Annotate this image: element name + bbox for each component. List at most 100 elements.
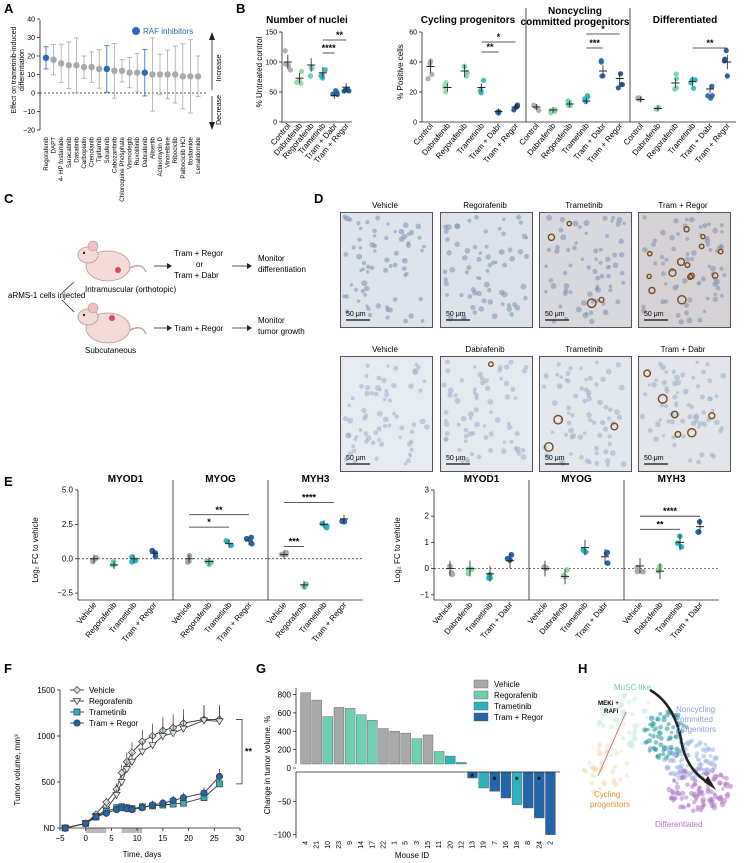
tx1-line3: Tram + Dabr	[174, 271, 219, 280]
nucleus	[441, 382, 447, 388]
stained-cell	[598, 296, 605, 303]
a-drug-label: Regorafenib	[43, 136, 50, 170]
f-sig: **	[245, 747, 253, 757]
h-cell-point	[671, 799, 676, 803]
panel-h-umap	[581, 688, 733, 814]
e-point	[656, 566, 663, 572]
nucleus	[356, 221, 361, 226]
f-legend-marker	[73, 686, 81, 694]
nucleus	[689, 216, 695, 223]
stained-cell	[684, 262, 691, 269]
nucleus	[595, 275, 601, 281]
h-cell-point	[675, 765, 680, 770]
nucleus	[568, 263, 573, 268]
nucleus	[470, 305, 476, 310]
h-cell-point	[678, 804, 683, 810]
panel-a-ylabel-1: Effect on trametinib-induced	[11, 26, 18, 113]
nucleus	[442, 269, 448, 275]
nucleus	[398, 228, 405, 235]
nucleus	[409, 429, 415, 435]
a-point	[88, 63, 95, 71]
g-id-label: 1	[392, 841, 399, 845]
a-point	[96, 65, 103, 73]
nucleus	[472, 365, 477, 369]
h-cell-point	[609, 724, 614, 730]
stained-cell	[543, 442, 554, 452]
h-cell-point	[619, 749, 624, 753]
h-cell-point	[648, 733, 652, 737]
nucleus	[719, 426, 724, 431]
g-id-label: 17	[369, 841, 376, 849]
nucleus	[577, 434, 584, 440]
tx2-label: Tram + Regor	[174, 324, 224, 333]
h-cell-point	[674, 784, 681, 790]
panel-b: B Number of nuclei Cycling progenitors N…	[236, 1, 736, 165]
b-point	[342, 87, 349, 93]
f-marker	[199, 717, 209, 725]
h-ncp-label-1: Noncycling	[676, 705, 715, 714]
g-bar	[422, 734, 434, 765]
nucleus	[607, 434, 612, 439]
nucleus	[674, 401, 679, 405]
d-bottom-label-2: Dabrafenib	[465, 345, 505, 354]
h-cell-point	[709, 767, 716, 774]
nucleus	[546, 214, 553, 221]
nucleus	[401, 257, 408, 264]
h-cell-point	[631, 734, 637, 740]
nucleus	[454, 223, 460, 229]
g-ytick-label: 800	[278, 691, 292, 700]
nucleus	[615, 361, 622, 368]
tx1-line1: Tram + Regor	[174, 249, 224, 258]
nucleus	[710, 408, 715, 413]
e-ytick-label: −1	[420, 590, 430, 599]
nucleus	[462, 316, 467, 321]
nucleus	[666, 419, 671, 424]
h-cell-point	[601, 779, 607, 785]
nucleus	[688, 458, 693, 463]
stained-cell	[674, 430, 682, 438]
nucleus	[453, 393, 458, 398]
nucleus	[524, 253, 530, 259]
nucleus	[680, 372, 686, 378]
stained-cell	[687, 427, 697, 438]
nucleus	[470, 286, 476, 293]
a-drug-label: 4- HP fosfamide	[58, 136, 65, 181]
nucleus	[584, 387, 589, 392]
micrograph-cells: 50 μm 50 μm 50 μm 50 μm 50 μm 50 μm 50 μm 50 μm	[342, 214, 727, 468]
nucleus	[652, 457, 656, 461]
nucleus	[588, 310, 594, 316]
b-sig: *	[497, 32, 501, 42]
h-cell-point	[690, 784, 695, 789]
h-cell-point	[681, 723, 686, 728]
nucleus	[361, 260, 367, 266]
nucleus	[684, 256, 691, 262]
nucleus	[444, 418, 448, 423]
h-cell-point	[601, 724, 605, 729]
h-cell-point	[721, 787, 725, 791]
d-top-label-4: Tram + Regor	[658, 201, 708, 210]
h-cell-point	[606, 702, 610, 707]
nucleus	[664, 370, 669, 374]
e-ytick-label: 1	[425, 538, 430, 547]
increase-label: Increase	[216, 54, 223, 81]
stained-cell	[487, 361, 494, 368]
scale-label: 50 μm	[545, 455, 565, 462]
nucleus	[478, 306, 485, 312]
e-point	[674, 540, 681, 546]
nucleus	[651, 242, 656, 247]
nucleus	[565, 378, 571, 384]
h-cell-point	[582, 767, 587, 772]
nucleus	[661, 380, 667, 386]
b-point	[548, 107, 554, 114]
nucleus	[647, 383, 651, 387]
h-cell-point	[658, 736, 664, 741]
h-cell-point	[592, 766, 598, 773]
nucleus	[695, 360, 699, 365]
nucleus	[654, 378, 658, 383]
nucleus	[386, 222, 390, 226]
h-cell-point	[655, 716, 661, 722]
nucleus	[462, 254, 468, 261]
nucleus	[487, 398, 494, 405]
nucleus	[707, 396, 712, 402]
b-point	[615, 85, 621, 91]
